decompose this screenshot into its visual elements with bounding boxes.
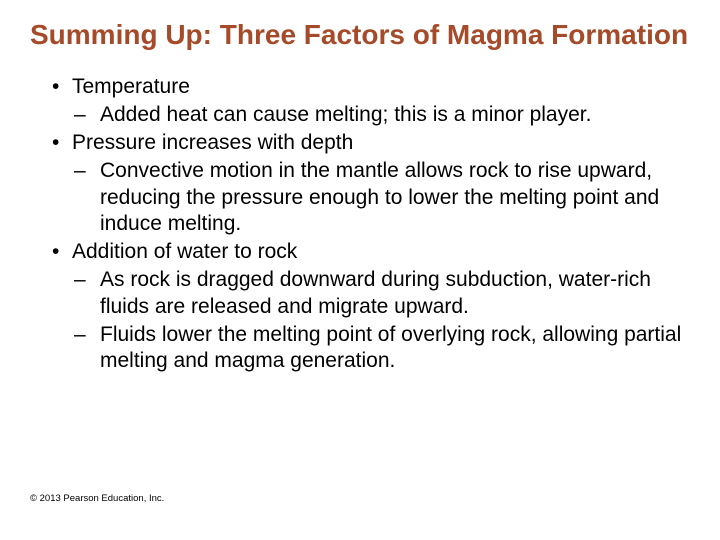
sub-bullet-item: Convective motion in the mantle allows r…	[72, 158, 690, 237]
slide: Summing Up: Three Factors of Magma Forma…	[0, 0, 720, 540]
bullet-item: Addition of water to rock As rock is dra…	[50, 239, 690, 374]
sub-bullet-text: Fluids lower the melting point of overly…	[100, 323, 681, 372]
slide-title: Summing Up: Three Factors of Magma Forma…	[30, 18, 690, 52]
sub-bullet-text: Convective motion in the mantle allows r…	[100, 159, 659, 235]
bullet-text: Addition of water to rock	[72, 240, 297, 263]
bullet-text: Temperature	[72, 75, 190, 98]
sub-bullet-item: Fluids lower the melting point of overly…	[72, 322, 690, 375]
sub-bullet-list: As rock is dragged downward during subdu…	[72, 267, 690, 374]
sub-bullet-text: As rock is dragged downward during subdu…	[100, 268, 651, 317]
bullet-text: Pressure increases with depth	[72, 131, 353, 154]
sub-bullet-list: Added heat can cause melting; this is a …	[72, 102, 690, 128]
bullet-list: Temperature Added heat can cause melting…	[50, 74, 690, 375]
sub-bullet-text: Added heat can cause melting; this is a …	[100, 103, 591, 126]
bullet-item: Pressure increases with depth Convective…	[50, 130, 690, 237]
sub-bullet-list: Convective motion in the mantle allows r…	[72, 158, 690, 237]
sub-bullet-item: As rock is dragged downward during subdu…	[72, 267, 690, 320]
copyright-footer: © 2013 Pearson Education, Inc.	[30, 493, 164, 504]
bullet-item: Temperature Added heat can cause melting…	[50, 74, 690, 129]
sub-bullet-item: Added heat can cause melting; this is a …	[72, 102, 690, 128]
slide-content: Temperature Added heat can cause melting…	[30, 74, 690, 375]
